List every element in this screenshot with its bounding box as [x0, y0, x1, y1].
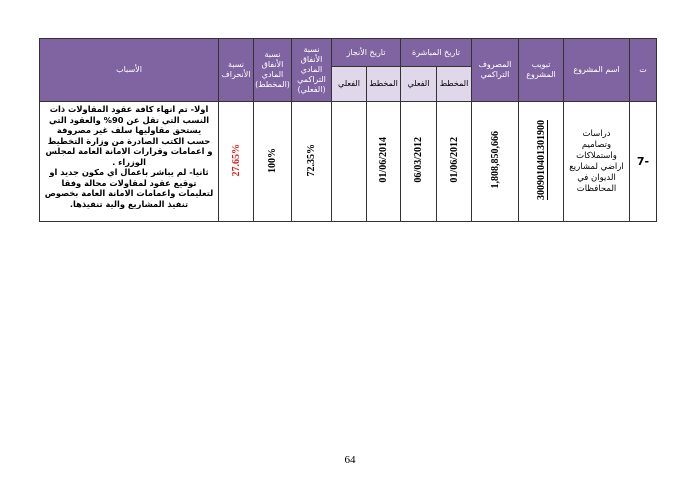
header-code: تبويب المشروع — [518, 38, 564, 102]
reason-2: ثانيا- لم يباشر باعمال اي مكون جديد او ت… — [44, 167, 214, 209]
cell-plan-ratio: 100% — [267, 147, 278, 173]
header-completion-actual: الفعلي — [331, 66, 367, 102]
cell-t: -7 — [629, 101, 657, 222]
cell-cum-ratio: 72.35% — [306, 143, 317, 177]
header-t: ت — [629, 38, 657, 102]
cell-start-planned: 01/06/2012 — [448, 137, 460, 183]
header-reasons: الأسباب — [39, 38, 219, 102]
project-table: ت اسم المشروع تبويب المشروع المصروف التر… — [39, 38, 657, 222]
header-start-planned: المخطط — [436, 66, 472, 102]
header-plan-ratio: نسبة الأنفاق المادي (المخطط) — [253, 38, 292, 102]
cell-start-actual: 06/03/2012 — [413, 137, 424, 183]
table-row: -7 دراسات وتصاميم واستملاكات اراضي لمشار… — [39, 101, 657, 222]
page-number: 64 — [344, 454, 356, 466]
cell-completion-planned: 01/06/2014 — [378, 137, 389, 183]
cell-code: 3009010401301900 — [535, 120, 547, 200]
cell-reasons: اولا- تم انهاء كافة عقود المقاولات ذات ا… — [39, 101, 219, 222]
reason-1: اولا- تم انهاء كافة عقود المقاولات ذات ا… — [45, 104, 213, 167]
header-completion: تاريخ الأنجاز — [331, 38, 401, 67]
header-completion-planned: المخطط — [366, 66, 401, 102]
header-start-actual: الفعلي — [400, 66, 437, 102]
cell-spent: 1,808,850,666 — [489, 131, 501, 189]
header-name: اسم المشروع — [563, 38, 630, 102]
header-start: تاريخ المباشرة — [400, 38, 472, 67]
header-spent: المصروف التراكمي — [471, 38, 519, 102]
header-cum-ratio: نسبة الأنفاق المادي التراكمي (الفعلي) — [291, 38, 332, 102]
cell-name: دراسات وتصاميم واستملاكات اراضي لمشاريع … — [563, 101, 630, 222]
header-deviation: نسبة الأنحراف — [218, 38, 254, 102]
cell-deviation: 27.65% — [230, 143, 242, 177]
